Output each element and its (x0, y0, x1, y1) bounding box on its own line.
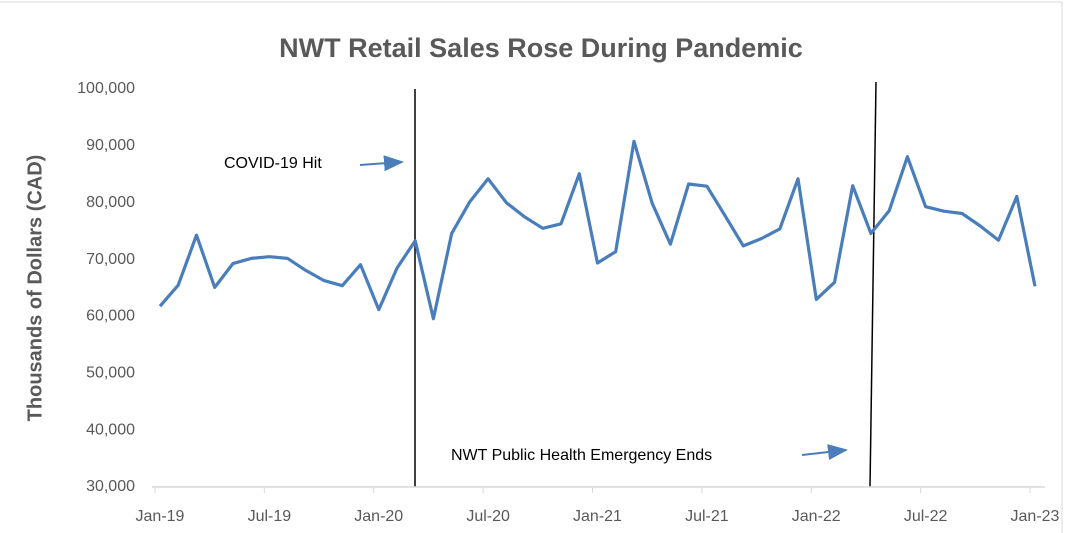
x-tick-label: Jul-21 (685, 508, 729, 525)
annotation: COVID-19 Hit (224, 155, 322, 172)
y-tick-label: 50,000 (86, 365, 135, 382)
x-tick-label: Jan-23 (1011, 508, 1060, 525)
annotation: NWT Public Health Emergency Ends (451, 447, 712, 464)
y-tick-label: 100,000 (77, 80, 135, 97)
y-axis-label: Thousands of Dollars (CAD) (24, 155, 46, 422)
emergency-line (869, 81, 877, 488)
y-tick-label: 70,000 (86, 251, 135, 268)
data-line (158, 139, 1037, 321)
x-tick-label: Jan-21 (573, 508, 622, 525)
x-tick-label: Jul-22 (904, 508, 948, 525)
x-tick-label: Jan-19 (136, 508, 185, 525)
x-tick-label: Jan-20 (354, 508, 403, 525)
x-tick-label: Jul-20 (466, 508, 510, 525)
y-tick-label: 30,000 (86, 478, 135, 495)
y-tick-label: 90,000 (86, 137, 135, 154)
y-tick-label: 60,000 (86, 308, 135, 325)
annotation-arrow (801, 444, 848, 460)
chart-title: NWT Retail Sales Rose During Pandemic (279, 33, 803, 63)
x-tick-label: Jul-19 (248, 508, 292, 525)
y-tick-label: 80,000 (86, 194, 135, 211)
x-tick-label: Jan-22 (792, 508, 841, 525)
y-tick-label: 40,000 (86, 421, 135, 438)
annotation-arrow (359, 155, 404, 172)
